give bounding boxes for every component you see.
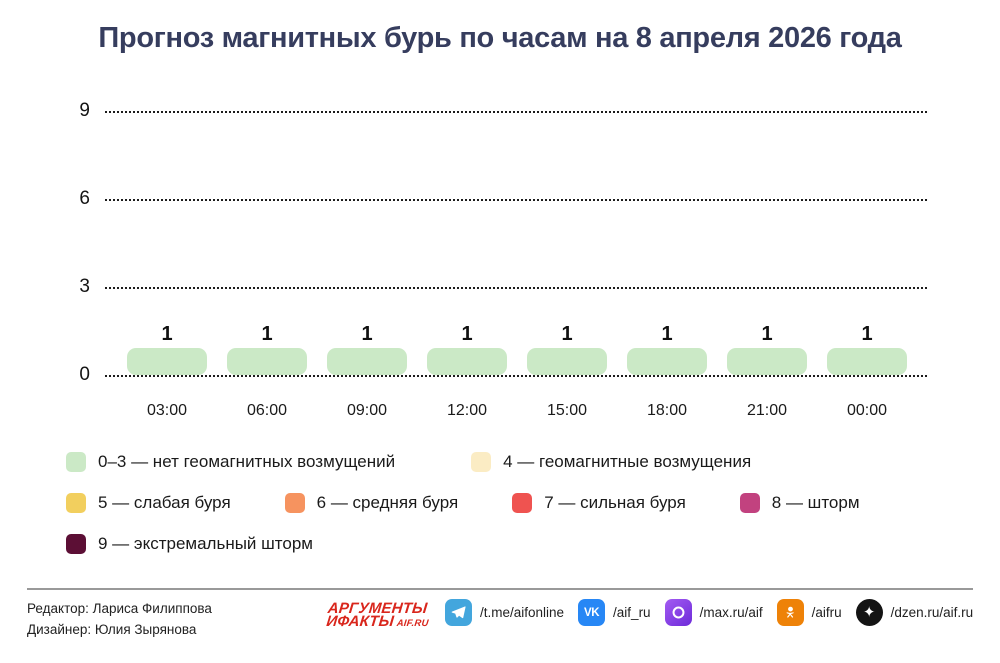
- gridline-9: [105, 111, 927, 113]
- bar: [527, 347, 607, 375]
- social-handle[interactable]: /max.ru/aif: [699, 605, 763, 620]
- bar: [127, 347, 207, 375]
- social-link[interactable]: /aifru: [776, 599, 842, 626]
- bar: [627, 347, 707, 375]
- legend-label: 5 — слабая буря: [98, 493, 231, 512]
- social-links: /t.me/aifonline VK/aif_ru/max.ru/aif/aifr…: [445, 599, 973, 626]
- x-tick-label: 21:00: [746, 402, 788, 419]
- gridline-0: [105, 375, 927, 377]
- legend-item: 6 — средняя буря: [284, 493, 459, 513]
- bars-row: 1 1 1 1 1 1 1 1: [127, 285, 907, 375]
- x-tick-label: 00:00: [846, 402, 888, 419]
- legend-swatch: [512, 493, 533, 513]
- aif-logo: АРГУМЕНТЫ ИФАКТЫAIF.RU: [325, 600, 431, 630]
- y-tick-6: 6: [79, 188, 90, 209]
- x-tick-label: 09:00: [346, 402, 388, 419]
- aif-logo-suffix: AIF.RU: [396, 618, 430, 629]
- legend-label: 0–3 — нет геомагнитных возмущений: [98, 452, 396, 471]
- social-link[interactable]: /t.me/aifonline: [445, 599, 564, 626]
- y-tick-0: 0: [79, 364, 90, 385]
- bar-value-label: 1: [861, 322, 873, 345]
- bar: [327, 347, 407, 375]
- bar-slot: 1: [127, 324, 207, 375]
- social-link[interactable]: VK/aif_ru: [578, 599, 651, 626]
- bar-value-label: 1: [261, 322, 273, 345]
- y-tick-3: 3: [79, 276, 90, 297]
- social-link[interactable]: ✦ /dzen.ru/aif.ru: [855, 599, 974, 626]
- legend-item: 9 — экстремальный шторм: [66, 534, 313, 554]
- social-link[interactable]: /max.ru/aif: [664, 599, 763, 626]
- legend-label: 7 — сильная буря: [544, 493, 686, 512]
- x-tick-label: 06:00: [246, 402, 288, 419]
- legend: 0–3 — нет геомагнитных возмущений 4 — гео…: [66, 452, 970, 575]
- bar: [827, 347, 907, 375]
- aif-logo-line2-text: ИФАКТЫ: [325, 613, 395, 630]
- legend-label: 9 — экстремальный шторм: [98, 534, 313, 553]
- legend-item: 7 — сильная буря: [512, 493, 686, 513]
- bar-value-label: 1: [561, 322, 573, 345]
- social-handle[interactable]: /aifru: [811, 605, 842, 620]
- legend-swatch: [66, 534, 86, 554]
- x-tick-label: 15:00: [546, 402, 588, 419]
- ok-icon[interactable]: [776, 599, 804, 626]
- bar-slot: 1: [527, 324, 607, 375]
- legend-item: 4 — геомагнитные возмущения: [471, 452, 751, 472]
- legend-row: 0–3 — нет геомагнитных возмущений 4 — гео…: [66, 452, 970, 472]
- bar-slot: 1: [727, 324, 807, 375]
- bar-slot: 1: [427, 324, 507, 375]
- legend-label: 6 — средняя буря: [316, 493, 459, 512]
- editor-credit: Редактор: Лариса Филиппова: [27, 601, 212, 616]
- legend-swatch: [471, 452, 492, 472]
- bar-slot: 1: [327, 324, 407, 375]
- bar-value-label: 1: [361, 322, 373, 345]
- bar-slot: 1: [827, 324, 907, 375]
- x-tick-label: 12:00: [446, 402, 488, 419]
- bar-slot: 1: [227, 324, 307, 375]
- legend-item: 5 — слабая буря: [66, 493, 231, 513]
- aif-logo-line2: ИФАКТЫAIF.RU: [325, 613, 430, 630]
- gridline-3: [105, 287, 927, 289]
- legend-label: 8 — шторм: [771, 493, 860, 512]
- bar: [427, 347, 507, 375]
- legend-swatch: [66, 452, 86, 472]
- chart: 1 1 1 1 1 1 1 1 03:00 06:00 09:00 12:00 15:00 18:00 2…: [0, 95, 1000, 435]
- designer-credit: Дизайнер: Юлия Зырянова: [27, 622, 197, 637]
- x-tick-label: 03:00: [146, 402, 188, 419]
- bar-value-label: 1: [661, 322, 673, 345]
- bar: [727, 347, 807, 375]
- bar-value-label: 1: [761, 322, 773, 345]
- social-handle[interactable]: /aif_ru: [613, 605, 651, 620]
- legend-swatch: [739, 493, 760, 513]
- footer: Редактор: Лариса Филиппова Дизайнер: Юли…: [27, 588, 973, 660]
- legend-item: 0–3 — нет геомагнитных возмущений: [66, 452, 395, 472]
- x-tick-label: 18:00: [646, 402, 688, 419]
- bar-value-label: 1: [161, 322, 173, 345]
- credits: Редактор: Лариса Филиппова Дизайнер: Юли…: [27, 598, 212, 640]
- bar: [227, 347, 307, 375]
- legend-label: 4 — геомагнитные возмущения: [503, 452, 752, 471]
- legend-swatch: [284, 493, 305, 513]
- gridline-6: [105, 199, 927, 201]
- legend-row: 9 — экстремальный шторм: [66, 534, 970, 554]
- legend-swatch: [66, 493, 86, 513]
- vk-icon[interactable]: VK: [578, 599, 606, 626]
- x-axis-labels: 03:00 06:00 09:00 12:00 15:00 18:00 21:00 00:00: [127, 402, 907, 420]
- legend-row: 5 — слабая буря 6 — средняя буря 7 — сильн…: [66, 493, 970, 513]
- y-tick-9: 9: [79, 100, 90, 121]
- legend-item: 8 — шторм: [739, 493, 860, 513]
- bar-slot: 1: [627, 324, 707, 375]
- page-title: Прогноз магнитных бурь по часам на 8 апр…: [98, 22, 902, 54]
- bar-value-label: 1: [461, 322, 473, 345]
- dzen-icon[interactable]: ✦: [855, 599, 883, 626]
- telegram-icon[interactable]: [445, 599, 472, 626]
- social-handle[interactable]: /dzen.ru/aif.ru: [890, 605, 974, 620]
- max-icon[interactable]: [664, 599, 692, 626]
- social-handle[interactable]: /t.me/aifonline: [480, 605, 565, 620]
